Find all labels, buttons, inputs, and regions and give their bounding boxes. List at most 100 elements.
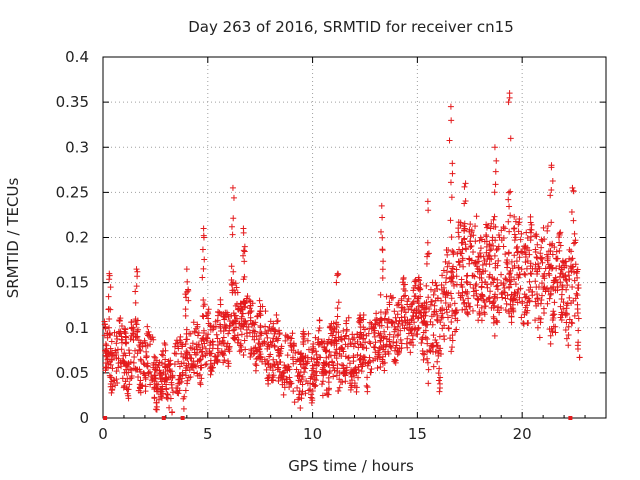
data-point <box>408 326 415 333</box>
data-point <box>176 380 183 387</box>
data-point <box>467 221 474 228</box>
data-point <box>153 357 160 364</box>
data-point <box>119 375 126 382</box>
data-point <box>539 273 546 280</box>
data-point <box>440 290 447 297</box>
data-point <box>105 306 112 313</box>
data-point <box>236 348 243 355</box>
data-point <box>343 364 350 371</box>
data-point <box>540 305 547 312</box>
data-point <box>201 340 208 347</box>
data-point <box>460 300 467 307</box>
data-point <box>191 369 198 376</box>
data-point <box>157 370 164 377</box>
data-point <box>108 338 115 345</box>
data-point <box>218 311 225 318</box>
data-point <box>546 295 553 302</box>
data-point <box>518 230 525 237</box>
data-point <box>477 234 484 241</box>
data-point <box>388 295 395 302</box>
data-point <box>442 294 449 301</box>
data-point <box>321 338 328 345</box>
data-point <box>449 160 456 167</box>
data-point <box>107 284 114 291</box>
data-point <box>503 276 510 283</box>
data-point <box>361 326 368 333</box>
data-point <box>422 327 429 334</box>
data-point <box>525 295 532 302</box>
data-point <box>566 316 573 323</box>
data-point <box>309 362 316 369</box>
data-point <box>445 303 452 310</box>
data-point <box>223 309 230 316</box>
data-point <box>379 266 386 273</box>
data-point <box>132 317 139 324</box>
data-point <box>515 264 522 271</box>
data-point <box>133 366 140 373</box>
data-point <box>241 258 248 265</box>
data-point <box>177 333 184 340</box>
data-point <box>575 339 582 346</box>
data-point <box>381 367 388 374</box>
data-point <box>513 258 520 265</box>
x-axis-label: GPS time / hours <box>288 457 414 475</box>
data-point <box>516 219 523 226</box>
data-point <box>343 332 350 339</box>
data-point <box>207 322 214 329</box>
data-point <box>179 341 186 348</box>
data-point <box>549 240 556 247</box>
data-point <box>152 361 159 368</box>
data-point <box>527 270 534 277</box>
data-point <box>409 332 416 339</box>
data-point <box>430 348 437 355</box>
data-point <box>559 270 566 277</box>
data-point <box>123 340 130 347</box>
data-point <box>501 225 508 232</box>
data-point <box>487 288 494 295</box>
data-point <box>441 322 448 329</box>
data-point <box>459 292 466 299</box>
data-point <box>105 293 112 300</box>
data-point <box>242 346 249 353</box>
data-point <box>175 390 182 397</box>
data-point <box>538 244 545 251</box>
data-point <box>137 347 144 354</box>
data-point <box>297 351 304 358</box>
data-point <box>510 225 517 232</box>
data-point <box>377 291 384 298</box>
data-point <box>265 377 272 384</box>
data-point <box>557 279 564 286</box>
data-point <box>432 337 439 344</box>
data-point <box>132 288 139 295</box>
data-point <box>424 239 431 246</box>
data-point <box>536 265 543 272</box>
data-point <box>357 324 364 331</box>
data-point <box>376 322 383 329</box>
data-point <box>478 317 485 324</box>
data-point <box>257 322 264 329</box>
data-point <box>462 197 469 204</box>
data-point <box>506 228 513 235</box>
data-point <box>574 346 581 353</box>
data-point <box>498 271 505 278</box>
data-point <box>183 294 190 301</box>
data-point <box>486 261 493 268</box>
data-point <box>198 375 205 382</box>
data-point <box>382 343 389 350</box>
data-point <box>234 339 241 346</box>
data-point <box>571 312 578 319</box>
data-point <box>452 315 459 322</box>
data-point <box>135 374 142 381</box>
data-point <box>570 269 577 276</box>
data-point <box>475 253 482 260</box>
data-point <box>488 281 495 288</box>
data-point <box>151 378 158 385</box>
data-point <box>155 362 162 369</box>
data-point <box>455 219 462 226</box>
data-point <box>507 212 514 219</box>
data-point <box>522 254 529 261</box>
data-point <box>482 279 489 286</box>
data-point <box>168 409 175 416</box>
data-point <box>430 332 437 339</box>
data-point <box>264 334 271 341</box>
